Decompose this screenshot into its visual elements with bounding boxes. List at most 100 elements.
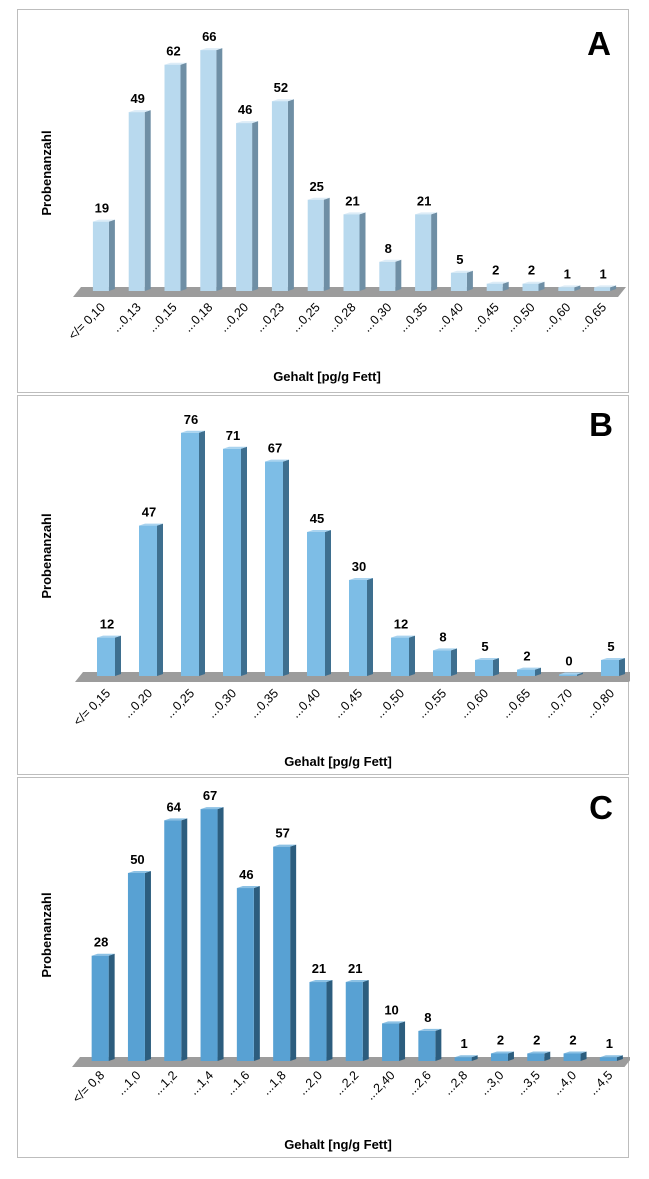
bar-top [517, 667, 541, 670]
data-label: 21 [312, 961, 326, 976]
tick-label: ...0,70 [541, 686, 576, 721]
bar-front [139, 525, 157, 676]
tick-label-group: </= 0,10 ...0,13 ...0,15 ...0,18 ...0,20 ...0… [66, 300, 610, 342]
bar-top [522, 281, 545, 284]
data-label: 1 [564, 266, 571, 281]
tick-label: ...0,65 [575, 300, 610, 335]
chart-title: A [587, 25, 611, 62]
bar-front [236, 888, 254, 1061]
bar-top [345, 980, 369, 983]
bar [236, 886, 260, 1061]
data-label: 46 [238, 102, 252, 117]
bar-front [307, 532, 325, 676]
tick-label: ...0,45 [331, 686, 366, 721]
bar-front [433, 650, 451, 676]
tick-label: ...1,0 [114, 1068, 144, 1098]
bar-side [493, 658, 499, 676]
data-label: 21 [345, 193, 359, 208]
bar-front [265, 461, 283, 676]
tick-label: ...1,4 [187, 1068, 217, 1098]
bar-front [127, 873, 145, 1061]
bar-side [451, 648, 457, 676]
bar-top [223, 446, 247, 449]
bar-side [535, 667, 541, 676]
bar-front [273, 846, 291, 1061]
bar-front [450, 272, 467, 291]
bar-top [558, 285, 581, 288]
tick-label: ...0,50 [503, 300, 538, 335]
bar [92, 219, 115, 291]
bar-top [601, 658, 625, 660]
tick-label: ...4,0 [550, 1068, 580, 1098]
bar [391, 635, 415, 676]
bar [271, 99, 294, 291]
bar [601, 658, 625, 676]
bar [559, 672, 583, 676]
bar [517, 667, 541, 676]
data-label: 71 [226, 428, 240, 443]
bar [200, 48, 223, 291]
chart-a: A Probenanzahl Gehalt [pg/g Fett] 19 49 62… [39, 25, 626, 384]
bar [522, 281, 545, 291]
chart-panel-b: B Probenanzahl Gehalt [pg/g Fett] 12 47 76… [17, 395, 630, 775]
data-label: 12 [100, 617, 114, 632]
data-label: 25 [309, 179, 323, 194]
bar-front [164, 64, 181, 291]
data-label: 5 [607, 639, 614, 654]
bar-side [395, 259, 402, 291]
bar-top [236, 886, 260, 889]
bar [454, 1055, 478, 1061]
tick-label: ...0,30 [205, 686, 240, 721]
bar-front [563, 1053, 581, 1061]
data-label: 67 [268, 441, 282, 456]
bar-top [200, 807, 224, 810]
bar-top [164, 62, 187, 65]
tick-label: ...1,2 [150, 1068, 180, 1098]
data-label: 57 [275, 826, 289, 841]
tick-label: ...0,60 [457, 686, 492, 721]
tick-label: ...0,25 [288, 300, 323, 335]
bar-front [223, 448, 241, 676]
bar [97, 635, 121, 676]
y-axis-label: Probenanzahl [39, 892, 54, 977]
tick-label: ...0,30 [360, 300, 395, 335]
bar [307, 197, 330, 291]
bar-front [343, 214, 360, 291]
bar [128, 110, 151, 292]
data-label: 2 [492, 263, 499, 278]
bar [309, 980, 333, 1061]
tick-label: ...2,40 [363, 1068, 398, 1103]
bar-top [490, 1051, 514, 1054]
bar-side [409, 635, 415, 676]
bar [343, 212, 366, 291]
bar-front [92, 221, 109, 291]
bar-side [580, 1051, 587, 1061]
bar-front [391, 637, 409, 676]
tick-label: ...0,60 [539, 300, 574, 335]
bar-side [157, 523, 163, 676]
bar [563, 1051, 587, 1061]
data-label: 2 [523, 649, 530, 664]
x-axis-label: Gehalt [pg/g Fett] [284, 754, 392, 769]
tick-label: ...0,13 [109, 300, 144, 335]
bar-front [309, 982, 327, 1061]
bar-front [128, 112, 145, 292]
bar-top [382, 1021, 406, 1024]
bar-side [216, 48, 223, 291]
bar-front [601, 660, 619, 676]
tick-label: ...0,23 [253, 300, 288, 335]
chart-title: C [589, 789, 613, 826]
bar-top [594, 285, 617, 288]
y-axis-label: Probenanzahl [39, 130, 54, 215]
bar-side [108, 953, 115, 1061]
bar-top [200, 48, 223, 51]
bar-front [349, 580, 367, 676]
data-label: 2 [533, 1032, 540, 1047]
bar-top [391, 635, 415, 638]
data-label: 21 [348, 961, 362, 976]
data-label: 46 [239, 867, 253, 882]
tick-label: ...0,45 [467, 300, 502, 335]
tick-label: ...2,8 [441, 1068, 471, 1098]
bar-side [283, 459, 289, 676]
bar [91, 953, 115, 1061]
